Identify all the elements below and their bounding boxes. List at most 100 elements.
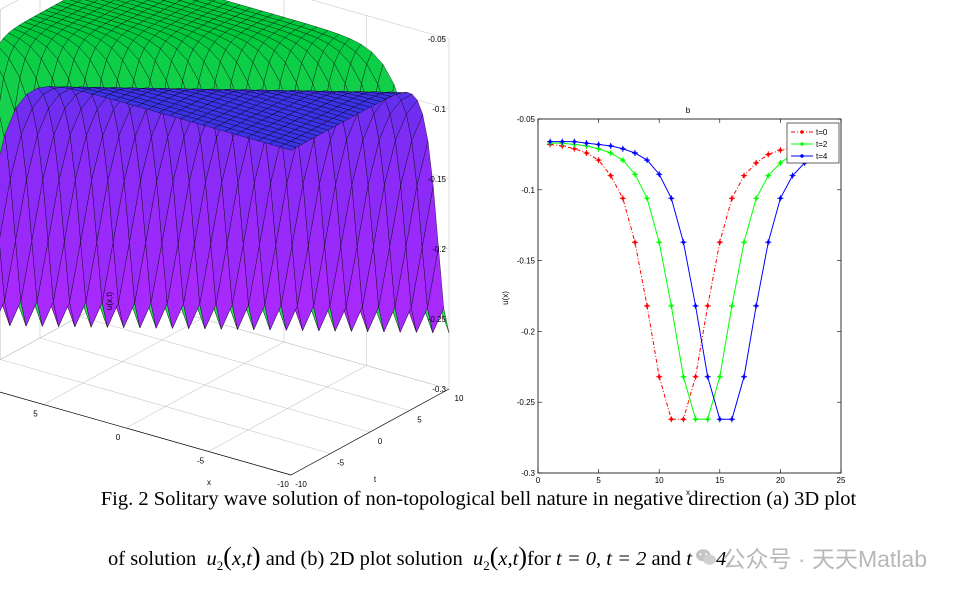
data-point-dot bbox=[609, 174, 613, 178]
panel-a-z-tick: -0.2 bbox=[432, 245, 446, 254]
watermark: 公众号 · 天天Matlab bbox=[695, 540, 927, 574]
data-point-dot bbox=[633, 172, 637, 176]
data-point-dot bbox=[609, 144, 613, 148]
data-point-dot bbox=[669, 304, 673, 308]
panel-a-surface bbox=[0, 0, 450, 334]
data-point-dot bbox=[669, 417, 673, 421]
panel-b-x-tick: 15 bbox=[715, 476, 724, 485]
data-point-dot bbox=[778, 161, 783, 165]
data-point-dot bbox=[597, 158, 601, 162]
panel-b-axes-box bbox=[537, 118, 842, 474]
grid-line bbox=[43, 318, 202, 405]
grid-line bbox=[0, 0, 450, 40]
axis-line-t bbox=[290, 388, 450, 476]
panel-b-x-tick: 25 bbox=[837, 476, 846, 485]
data-point-dot bbox=[730, 304, 734, 308]
caption-text-b: and (b) 2D plot solution bbox=[265, 548, 463, 570]
data-point-dot bbox=[560, 140, 564, 144]
data-point-dot bbox=[754, 304, 758, 308]
data-point-dot bbox=[730, 196, 734, 200]
caption-t2: t = 2 bbox=[606, 548, 647, 570]
data-point-dot bbox=[693, 417, 698, 421]
legend-label: t=4 bbox=[816, 152, 828, 161]
data-point-dot bbox=[693, 304, 698, 308]
panel-a-t-tick: -5 bbox=[337, 459, 345, 468]
data-point-dot bbox=[790, 174, 795, 178]
data-point-dot bbox=[597, 147, 601, 151]
panel-a-z-tick: -0.25 bbox=[428, 315, 447, 324]
data-point-dot bbox=[742, 174, 746, 178]
legend-box bbox=[786, 122, 840, 164]
figure-caption-line-1: Fig. 2 Solitary wave solution of non-top… bbox=[100, 488, 857, 510]
legend-label: t=2 bbox=[816, 140, 828, 149]
data-point-dot bbox=[754, 196, 758, 200]
caption-period: . bbox=[726, 548, 732, 570]
panel-b-x-tick: 5 bbox=[596, 476, 601, 485]
caption-u: u bbox=[472, 548, 484, 570]
data-point-dot bbox=[584, 141, 589, 145]
panel-a-x-tick: 5 bbox=[33, 410, 38, 419]
caption-comma: , bbox=[241, 548, 247, 570]
grid-line bbox=[39, 337, 371, 433]
caption-x: x bbox=[231, 548, 242, 570]
data-point-dot bbox=[766, 240, 770, 244]
panel-a-z-tick: -0.3 bbox=[432, 385, 446, 394]
grid-line bbox=[79, 316, 410, 411]
panel-b-title: b bbox=[686, 106, 691, 115]
watermark-text: 公众号 · 天天Matlab bbox=[722, 546, 927, 572]
panel-a-z-tick: -0.05 bbox=[428, 35, 447, 44]
panel-b-legend: t=0 t=2 t=4 bbox=[786, 122, 840, 164]
data-point-dot bbox=[754, 161, 758, 165]
data-point-dot bbox=[548, 140, 552, 144]
data-point-dot bbox=[633, 151, 637, 155]
data-point-dot bbox=[621, 196, 625, 200]
panel-a-zlabel: u(x,t) bbox=[105, 292, 114, 311]
data-point-dot bbox=[633, 240, 637, 244]
caption-x: x bbox=[498, 548, 508, 570]
data-point-dot bbox=[597, 142, 601, 147]
legend-marker bbox=[800, 154, 804, 158]
data-point-dot bbox=[681, 417, 686, 421]
data-point-dot bbox=[718, 375, 722, 379]
panel-a-t-tick: -10 bbox=[295, 480, 307, 489]
data-point-dot bbox=[657, 172, 661, 176]
data-point-dot bbox=[766, 152, 770, 156]
data-point-dot bbox=[572, 147, 576, 151]
panel-b-y-tick: -0.15 bbox=[517, 257, 536, 266]
caption-u2-b: u2(x,t) bbox=[472, 542, 527, 573]
data-point-dot bbox=[572, 140, 576, 144]
data-point-dot bbox=[645, 158, 649, 162]
data-point-dot bbox=[742, 375, 746, 379]
caption-text-a: of solution bbox=[108, 548, 197, 570]
data-point-dot bbox=[609, 151, 613, 155]
panel-b-2d-plot: b 0 5 10 15 20 25-0.05-0.1-0.15-0.2-0.25-0.3 … bbox=[501, 106, 846, 497]
caption-t: t bbox=[246, 548, 252, 570]
data-point-dot bbox=[584, 151, 589, 155]
data-point-dot bbox=[645, 304, 649, 308]
data-point-dot bbox=[657, 375, 661, 379]
data-point-dot bbox=[766, 174, 770, 178]
grid-line bbox=[0, 391, 292, 476]
figure-caption-line-2: of solution u2(x,t) and (b) 2D plot solu… bbox=[108, 542, 732, 573]
data-point-dot bbox=[657, 240, 661, 244]
data-point-dot bbox=[681, 375, 686, 379]
legend-marker bbox=[800, 142, 804, 146]
caption-u2-a: u2(x,t) bbox=[206, 542, 261, 573]
panel-a-t-tick: 5 bbox=[417, 416, 422, 425]
panel-b-y-tick: -0.1 bbox=[521, 186, 535, 195]
caption-and: and bbox=[651, 548, 682, 570]
data-point-dot bbox=[718, 240, 722, 244]
surface-patch bbox=[0, 246, 5, 312]
panel-b-y-tick: -0.25 bbox=[517, 398, 536, 407]
panel-a-t-tick: 0 bbox=[378, 437, 383, 446]
caption-sub: 2 bbox=[483, 558, 490, 573]
panel-a-tick-labels: -0.05 -0.1 -0.15 -0.2 -0.25 -0.3 10 5 0 -5 -10 -10 -… bbox=[33, 35, 464, 489]
caption-u: u bbox=[206, 548, 217, 570]
panel-a-z-tick: -0.1 bbox=[432, 105, 446, 114]
data-point-dot bbox=[706, 375, 710, 379]
caption-text-c: for bbox=[526, 548, 551, 570]
data-point-dot bbox=[621, 158, 625, 162]
legend-marker bbox=[800, 130, 804, 134]
surface-patch bbox=[0, 71, 4, 102]
